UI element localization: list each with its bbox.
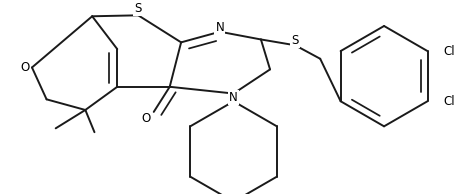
Text: N: N bbox=[229, 91, 238, 104]
Text: O: O bbox=[142, 112, 151, 125]
Text: N: N bbox=[216, 21, 224, 34]
Text: Cl: Cl bbox=[444, 95, 455, 108]
Text: S: S bbox=[135, 2, 142, 15]
Text: S: S bbox=[291, 34, 299, 47]
Text: O: O bbox=[21, 61, 30, 74]
Text: Cl: Cl bbox=[444, 45, 455, 58]
